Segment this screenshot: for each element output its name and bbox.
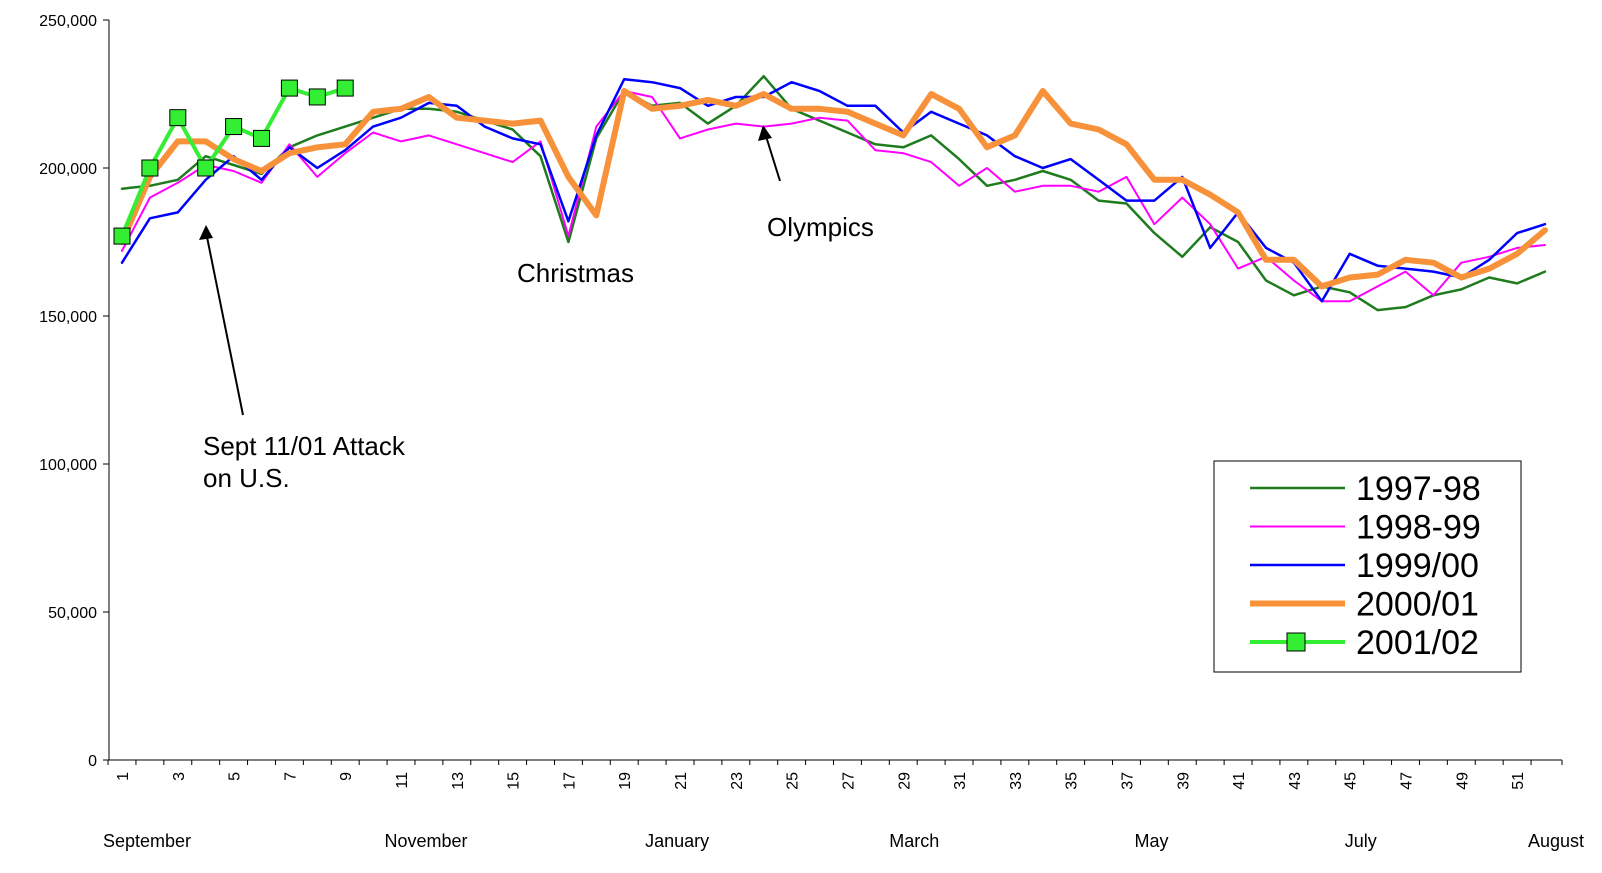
x-tick-label: 39: [1175, 772, 1192, 790]
x-tick-label: 5: [227, 772, 244, 781]
y-tick-label: 200,000: [39, 161, 97, 178]
data-point-2001/02: [308, 88, 326, 106]
x-tick-label: 17: [561, 772, 578, 790]
annotation-sept11-line1: Sept 11/01 Attack: [203, 431, 406, 461]
data-point-2001/02: [113, 227, 131, 245]
y-ticks: 0 50,000 100,000 150,000 200,000 250,000: [39, 13, 109, 770]
series-line-1999/00: [120, 77, 1547, 303]
x-tick-label: 3: [171, 772, 188, 781]
x-tick-label: 15: [506, 772, 523, 790]
x-tick-label: 25: [785, 772, 802, 790]
month-label: July: [1345, 831, 1377, 851]
x-tick-label: 37: [1119, 772, 1136, 790]
y-tick-label: 250,000: [39, 13, 97, 30]
legend-label-2000/01: 2000/01: [1356, 586, 1479, 624]
data-point-2001/02: [169, 109, 187, 127]
x-tick-label: 9: [338, 772, 355, 781]
x-tick-label: 7: [282, 772, 299, 781]
data-point-2001/02: [336, 79, 354, 97]
legend-marker-2001/02: [1286, 632, 1306, 652]
data-point-2001/02: [253, 129, 271, 147]
x-tick-label: 23: [729, 772, 746, 790]
annotation-olympics: Olympics: [767, 212, 874, 242]
x-tick-label: 13: [450, 772, 467, 790]
data-point-2001/02: [141, 159, 159, 177]
x-tick-label: 11: [394, 772, 411, 789]
y-tick-label: 150,000: [39, 309, 97, 326]
x-tick-label: 43: [1287, 772, 1304, 790]
annotation-sept11-line2: on U.S.: [203, 463, 290, 493]
x-tick-label: 51: [1510, 772, 1527, 790]
y-tick-label: 0: [88, 753, 97, 770]
legend-label-1999/00: 1999/00: [1356, 547, 1479, 585]
x-tick-label: 45: [1343, 772, 1360, 790]
month-label: August: [1528, 831, 1584, 851]
data-point-2001/02: [225, 118, 243, 136]
legend-label-1997-98: 1997-98: [1356, 470, 1481, 508]
series-line-2000/01: [119, 88, 1548, 290]
x-tick-label: 21: [673, 772, 690, 790]
annotation-sept11-arrow: [205, 231, 244, 416]
y-tick-label: 100,000: [39, 457, 97, 474]
series-line-1998-99: [121, 90, 1546, 303]
x-tick-label: 19: [617, 772, 634, 790]
data-point-2001/02: [280, 79, 298, 97]
x-tick-label: 35: [1064, 772, 1081, 790]
x-tick-label: 33: [1008, 772, 1025, 790]
x-tick-label: 47: [1398, 772, 1415, 790]
month-labels: September November January March May July Augu…: [103, 831, 1584, 851]
month-label: January: [645, 831, 709, 851]
x-tick-label: 49: [1454, 772, 1471, 790]
annotation-christmas: Christmas: [517, 258, 634, 288]
x-tick-label: 31: [952, 772, 969, 790]
month-label: September: [103, 831, 191, 851]
chart-axes: [108, 20, 1562, 761]
x-tick-label: 41: [1231, 772, 1248, 790]
x-ticks: 1 3 5 7 9 11 13 15 17 19 21 23 25 27 29 31 33 35 37 39 41 43 4…: [107, 760, 1563, 790]
legend-box: [1213, 460, 1522, 673]
annotation-olympics-arrow: [764, 132, 781, 182]
month-label: March: [889, 831, 939, 851]
annotations: Sept 11/01 Attack on U.S. Christmas Olym…: [199, 125, 874, 493]
x-tick-label: 1: [115, 772, 132, 781]
x-tick-label: 29: [896, 772, 913, 790]
x-tick-label: 27: [840, 772, 857, 790]
annotation-sept11-arrowhead: [199, 225, 213, 240]
y-tick-label: 50,000: [48, 605, 97, 622]
data-point-2001/02: [197, 159, 215, 177]
series-lines: [113, 74, 1548, 312]
month-label: November: [385, 831, 468, 851]
month-label: May: [1134, 831, 1168, 851]
legend-label-1998-99: 1998-99: [1356, 509, 1481, 547]
legend-label-2001/02: 2001/02: [1356, 624, 1479, 662]
annotation-olympics-arrowhead: [758, 125, 772, 141]
